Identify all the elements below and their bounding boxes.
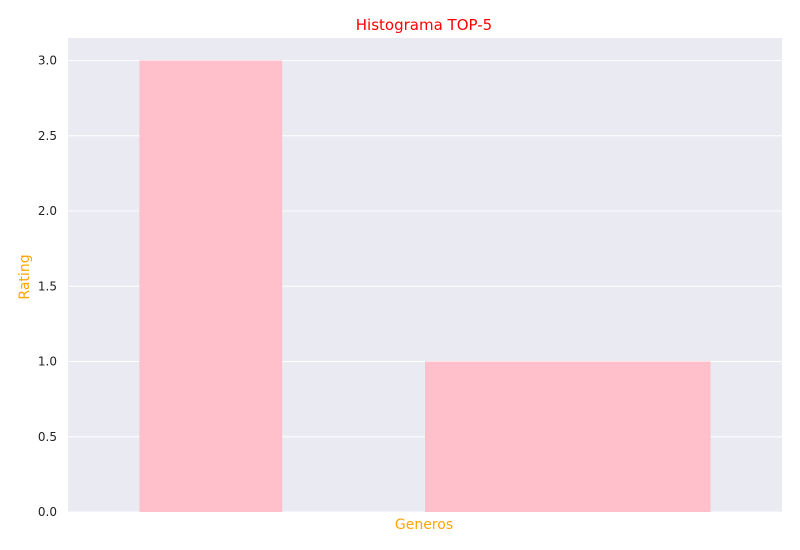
y-tick-label: 1.5 [38,279,57,293]
y-axis-label: Rating [17,254,33,299]
y-tick-label: 2.5 [38,129,57,143]
y-tick-label: 0.5 [38,430,57,444]
x-axis-label: Generos [395,517,453,533]
y-tick-label: 1.0 [38,355,57,369]
y-tick-label: 3.0 [38,54,57,68]
bars [139,60,711,512]
chart-title: Histograma TOP-5 [356,16,492,34]
y-axis-ticks: 0.0 0.5 1.0 1.5 2.0 2.5 3.0 [38,54,57,519]
y-tick-label: 2.0 [38,204,57,218]
bar-2 [425,361,711,512]
bar-0 [139,60,283,512]
y-tick-label: 0.0 [38,505,57,519]
